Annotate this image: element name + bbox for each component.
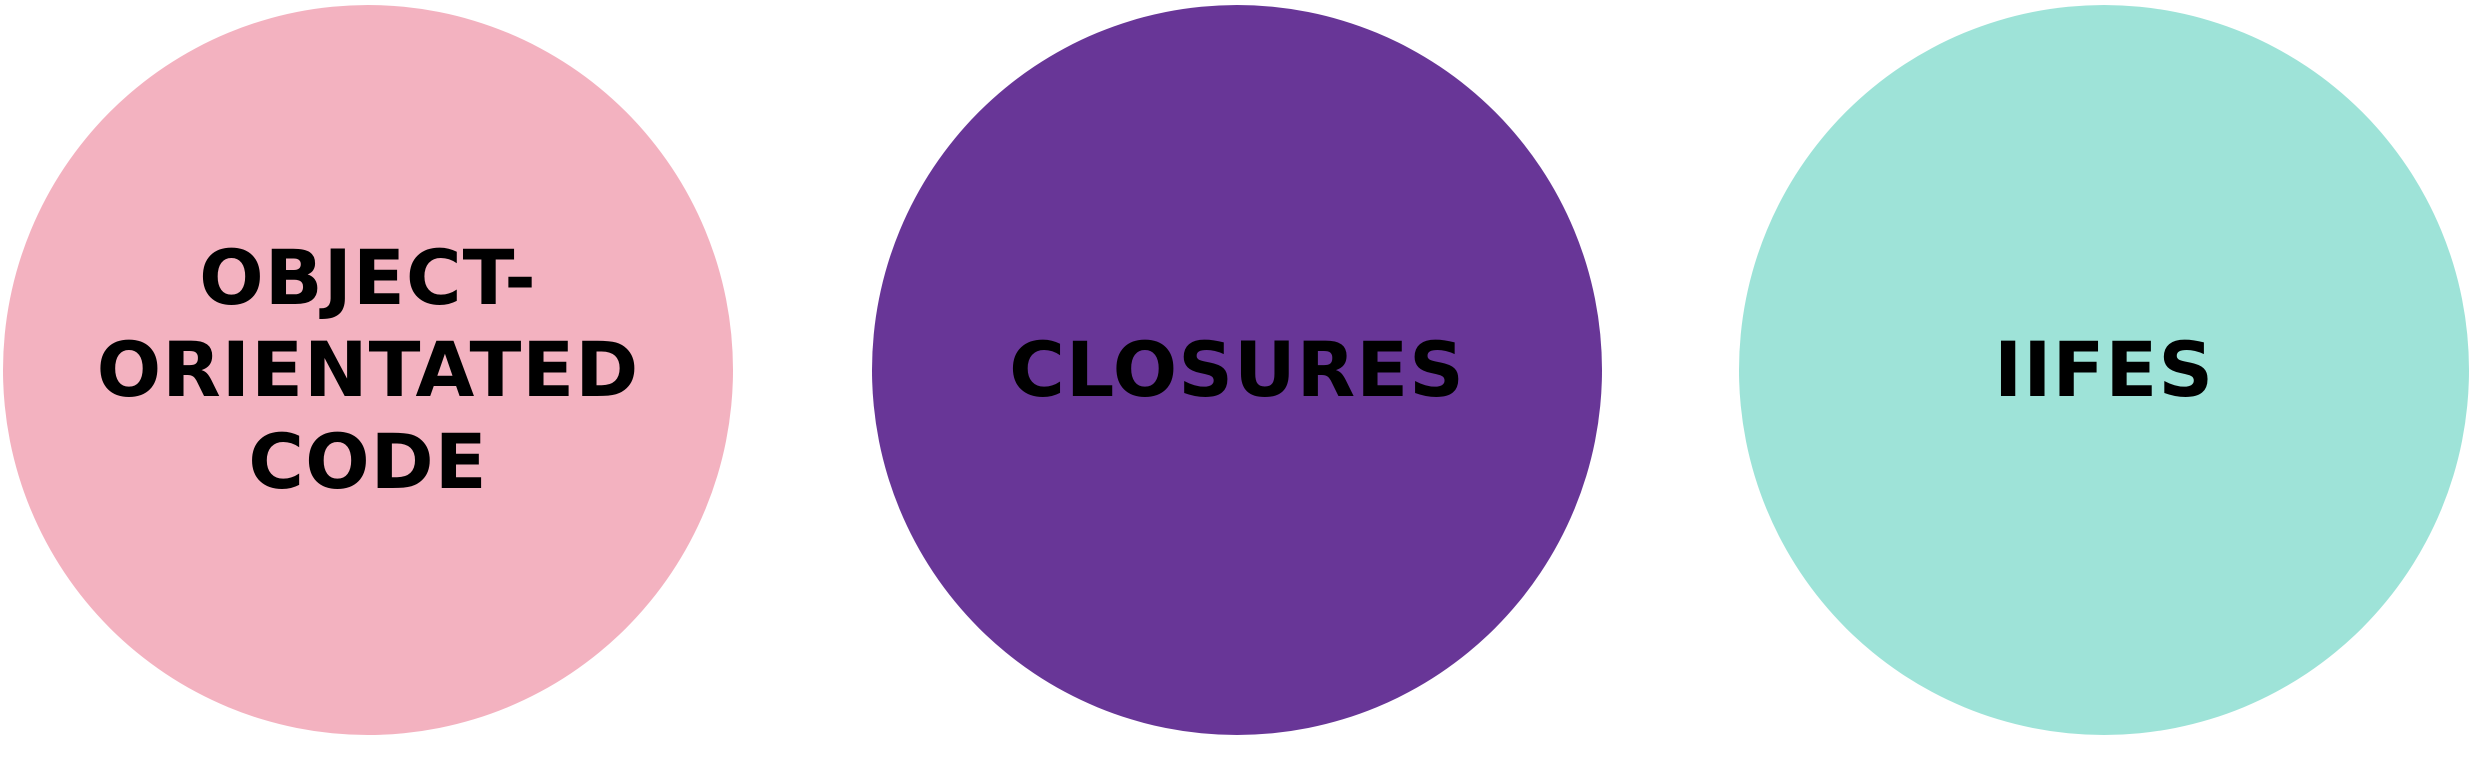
label-line: CODE [248, 417, 488, 506]
circle-object-oriented-code: OBJECT- ORIENTATED CODE [3, 5, 733, 735]
label-line: ORIENTATED [96, 325, 640, 414]
circle-label: IIFES [1994, 324, 2214, 416]
circle-label: OBJECT- ORIENTATED CODE [97, 232, 640, 508]
label-line: CLOSURES [1009, 325, 1465, 414]
circle-label: CLOSURES [1009, 324, 1465, 416]
circle-iifes: IIFES [1739, 5, 2469, 735]
label-line: IIFES [1993, 325, 2215, 414]
label-line: OBJECT- [199, 233, 537, 322]
circle-closures: CLOSURES [872, 5, 1602, 735]
